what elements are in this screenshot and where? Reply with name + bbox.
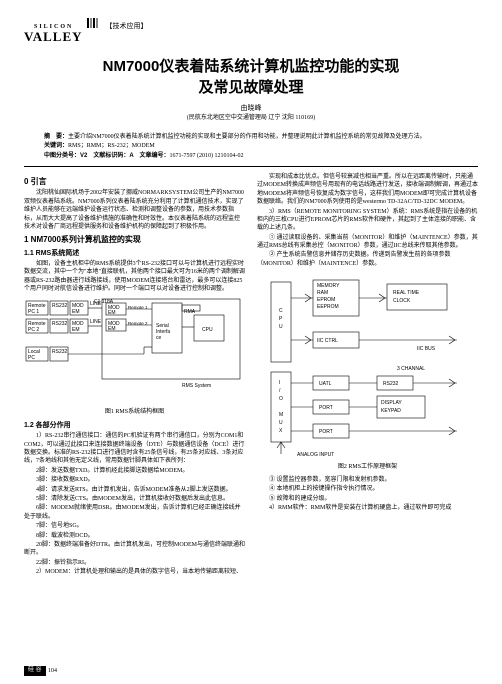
- figure-1-svg: RemotePC 1 RS232 MODEM LINE RemotePC 2 R…: [24, 297, 242, 407]
- col2-p3: 4）RMM软件：RMM软件是安装在计算机硬盘上，通过软件即可完成: [257, 504, 478, 512]
- svg-text:KEYPAD: KEYPAD: [381, 408, 401, 414]
- svg-text:U: U: [279, 420, 283, 426]
- svg-text:MEMORY: MEMORY: [317, 283, 340, 289]
- svg-text:DISPLAY: DISPLAY: [381, 400, 402, 406]
- svg-text:RS232: RS232: [383, 381, 399, 387]
- author-name: 由晓峰: [24, 104, 478, 113]
- svg-text:I: I: [279, 380, 280, 386]
- col2-li3: ③ 设置监控器参数，宽容门限和发射机参数。: [257, 476, 478, 484]
- svg-text:RMS System: RMS System: [182, 383, 211, 389]
- section-tag: 【技术应用】: [106, 22, 148, 31]
- sec0-title: 0 引言: [24, 177, 245, 187]
- pin-6: 6脚：MODEM就绪使用DSR。由MODEM发出，告诉计算机已经正确连接线并处于…: [24, 504, 245, 521]
- svg-text:EPROM: EPROM: [317, 297, 335, 303]
- svg-text:RS232: RS232: [52, 349, 68, 355]
- sec1-1-p1: 如图，设备主机柜中的RMS系统提供3个RS-232接口可以与计算机进行远程实时数…: [24, 260, 245, 294]
- svg-text:/: /: [279, 388, 281, 394]
- svg-text:EM: EM: [72, 327, 80, 333]
- svg-text:IIC CTRL: IIC CTRL: [317, 338, 338, 344]
- footer-page: 104: [48, 668, 57, 676]
- svg-text:EM: EM: [108, 326, 116, 332]
- sec1-2-p1: 1）RS-232串行通信接口：通信的PC机验证有两个串行通信口，分别为COM1和…: [24, 432, 245, 466]
- svg-text:3 CHANNAL: 3 CHANNAL: [397, 366, 425, 372]
- svg-text:PC: PC: [28, 355, 35, 361]
- svg-text:PC 2: PC 2: [28, 327, 39, 333]
- fig2-caption: 图2 RMS工作原理框架: [257, 464, 478, 472]
- svg-text:RS232: RS232: [52, 303, 68, 309]
- figure-1: RemotePC 1 RS232 MODEM LINE RemotePC 2 R…: [24, 297, 245, 417]
- svg-text:EM: EM: [108, 310, 116, 316]
- svg-text:PORT: PORT: [319, 429, 333, 435]
- svg-text:EM: EM: [72, 309, 80, 315]
- title-line2: 及常见故障处理: [24, 77, 478, 98]
- svg-text:UATL: UATL: [319, 381, 332, 387]
- footer-tag: 硅 谷: [24, 666, 46, 676]
- svg-text:RMA: RMA: [184, 309, 196, 315]
- col2-li4: ④ 本地机柜上的按键操作指令执行情况。: [257, 485, 478, 493]
- pin-4: 4脚：请求发送RTS。由计算机发出，告诉MODEM准备从2脚上发送数据。: [24, 486, 245, 494]
- decorative-bars: [87, 18, 98, 28]
- svg-text:LINE: LINE: [90, 319, 102, 325]
- columns: 0 引言 沈阳桃仙国际机场于2002年安装了挪威NORMARKSYSTEM公司生…: [24, 173, 478, 578]
- sec1-1-title: 1.1 RMS系统简述: [24, 249, 245, 258]
- pin-22: 22脚：振铃指示RI。: [24, 559, 245, 567]
- fig1-caption: 图1 RMS系统结构框图: [24, 409, 245, 417]
- col2-li2: ② 产生系统告警信息并储存历史数据。传递到告警发生前的各项参数（MONITOR）…: [257, 251, 478, 268]
- sec1-title: 1 NM7000系列计算机监控的实现: [24, 235, 245, 245]
- svg-text:REAL TIME: REAL TIME: [393, 290, 420, 296]
- keywords-label: 关键词：: [44, 143, 68, 149]
- left-column: 0 引言 沈阳桃仙国际机场于2002年安装了挪威NORMARKSYSTEM公司生…: [24, 173, 245, 578]
- pin-2: 2脚：发送数据TXD。计算机经此接脚送数据给MODEM。: [24, 467, 245, 475]
- svg-text:ANALOG INPUT: ANALOG INPUT: [297, 452, 334, 458]
- svg-text:ce: ce: [156, 335, 162, 341]
- svg-text:EEPROM: EEPROM: [317, 304, 339, 310]
- article-title: NM7000仪表着陆系统计算机监控功能的实现 及常见故障处理: [24, 56, 478, 98]
- sec1-2-title: 1.2 各部分作用: [24, 421, 245, 430]
- affiliation: (民航东北地区空中交通管理局 辽宁 沈阳 110169): [24, 115, 478, 123]
- svg-text:RS232: RS232: [52, 321, 68, 327]
- svg-text:P: P: [279, 316, 283, 322]
- svg-text:CLOCK: CLOCK: [393, 298, 411, 304]
- col2-p1: 实现和成本比优点。但信号较衰减也相当严重。所以在远距离传输时，只能通过MODEM…: [257, 173, 478, 207]
- svg-text:PORT: PORT: [319, 405, 333, 411]
- abstract-block: 摘 要：主要介绍NM7000仪表着陆系统计算机监控功能的实现和主要部分的作用和功…: [44, 133, 458, 160]
- keywords-text: RMS；RMM；RS-232；MODEM: [68, 143, 155, 149]
- title-line1: NM7000仪表着陆系统计算机监控功能的实现: [24, 56, 478, 77]
- svg-text:PC 1: PC 1: [28, 309, 39, 315]
- journal-logo: SILICON VALLEY: [24, 26, 83, 46]
- pin-5: 5脚：清除发送CTS。由MODEM发出，计算机接收好数据后发出此信息。: [24, 495, 245, 503]
- svg-text:RAM: RAM: [317, 290, 328, 296]
- pin-7: 7脚：信号地SG。: [24, 522, 245, 530]
- figure-2-svg: C P U MEMORY RAM EPROM EEPROM REAL TIME …: [257, 272, 475, 462]
- svg-text:M: M: [279, 412, 283, 418]
- journal-header: SILICON VALLEY 【技术应用】: [24, 18, 478, 46]
- svg-text:U: U: [279, 324, 283, 330]
- abstract-label: 摘 要：: [44, 134, 68, 140]
- abstract-text: 主要介绍NM7000仪表着陆系统计算机监控功能的实现和主要部分的作用和功能，并整…: [68, 134, 426, 140]
- sec0-p1: 沈阳桃仙国际机场于2002年安装了挪威NORMARKSYSTEM公司生产的NM7…: [24, 189, 245, 231]
- pin-8: 8脚：载波检测DCD。: [24, 532, 245, 540]
- svg-text:IIC BUS: IIC BUS: [417, 346, 436, 352]
- pin-20: 20脚：数据终端准备好DTR。由计算机发出，可控制MODEM与通信终端联通和断开…: [24, 541, 245, 558]
- col2-li1: ① 通过读取设备的、采集当前（MONITOR）和维护（MAINTENCE）参数，…: [257, 234, 478, 251]
- svg-text:O: O: [279, 396, 283, 402]
- svg-text:CPU: CPU: [202, 327, 213, 333]
- right-column: 实现和成本比优点。但信号较衰减也相当严重。所以在远距离传输时，只能通过MODEM…: [257, 173, 478, 578]
- divider: [24, 166, 478, 167]
- col2-li5: ⑤ 故障和的建成分级。: [257, 495, 478, 503]
- clc-label: 中图分类号：V2 文献标识码：A 文章编号：: [44, 153, 169, 159]
- sec1-2-p2: 2）MODEM：计算机处理和输出的是具体的数字信号，当本地传输距离较短、: [24, 568, 245, 576]
- logo-main: VALLEY: [24, 29, 83, 44]
- svg-text:X: X: [279, 428, 283, 434]
- clc-text: 1671-7597 (2010) 1210104-02: [169, 153, 243, 159]
- col2-p2: 3）RMS（REMOTE MONITORING SYSTEM）系统：RMS系统是…: [257, 208, 478, 233]
- figure-2: C P U MEMORY RAM EPROM EEPROM REAL TIME …: [257, 272, 478, 472]
- svg-text:C: C: [279, 308, 283, 314]
- pin-3: 3脚：接收数据RXD。: [24, 476, 245, 484]
